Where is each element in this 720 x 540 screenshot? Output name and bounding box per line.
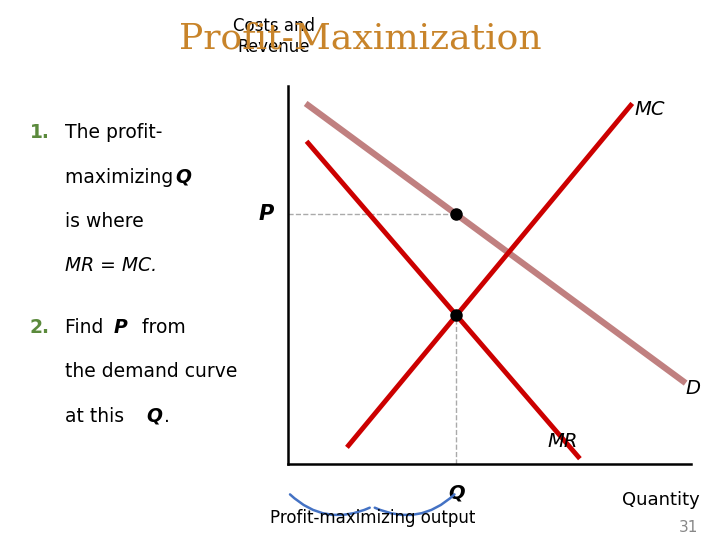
- Text: The profit-: The profit-: [65, 123, 162, 143]
- Text: 31: 31: [679, 519, 698, 535]
- Text: maximizing: maximizing: [65, 167, 179, 187]
- Text: from: from: [130, 318, 186, 337]
- Text: .: .: [164, 407, 170, 426]
- Text: Q: Q: [448, 483, 465, 502]
- Text: 2.: 2.: [30, 318, 50, 337]
- Text: at this: at this: [65, 407, 130, 426]
- Text: P: P: [114, 318, 127, 337]
- Text: MC: MC: [635, 99, 665, 119]
- Text: Quantity: Quantity: [621, 491, 699, 509]
- Text: Q: Q: [146, 407, 162, 426]
- Text: Costs and
Revenue: Costs and Revenue: [233, 17, 315, 56]
- Text: P: P: [258, 205, 274, 225]
- Text: 1.: 1.: [30, 123, 50, 143]
- Text: Profit-Maximization: Profit-Maximization: [179, 22, 541, 56]
- Text: MR: MR: [547, 432, 577, 451]
- Text: is where: is where: [65, 212, 144, 231]
- Text: MR = MC.: MR = MC.: [65, 256, 157, 275]
- Text: Q: Q: [176, 167, 192, 187]
- Text: the demand curve: the demand curve: [65, 362, 238, 381]
- Text: Profit-maximizing output: Profit-maximizing output: [269, 509, 475, 526]
- Text: D: D: [685, 379, 700, 399]
- Text: Find: Find: [65, 318, 109, 337]
